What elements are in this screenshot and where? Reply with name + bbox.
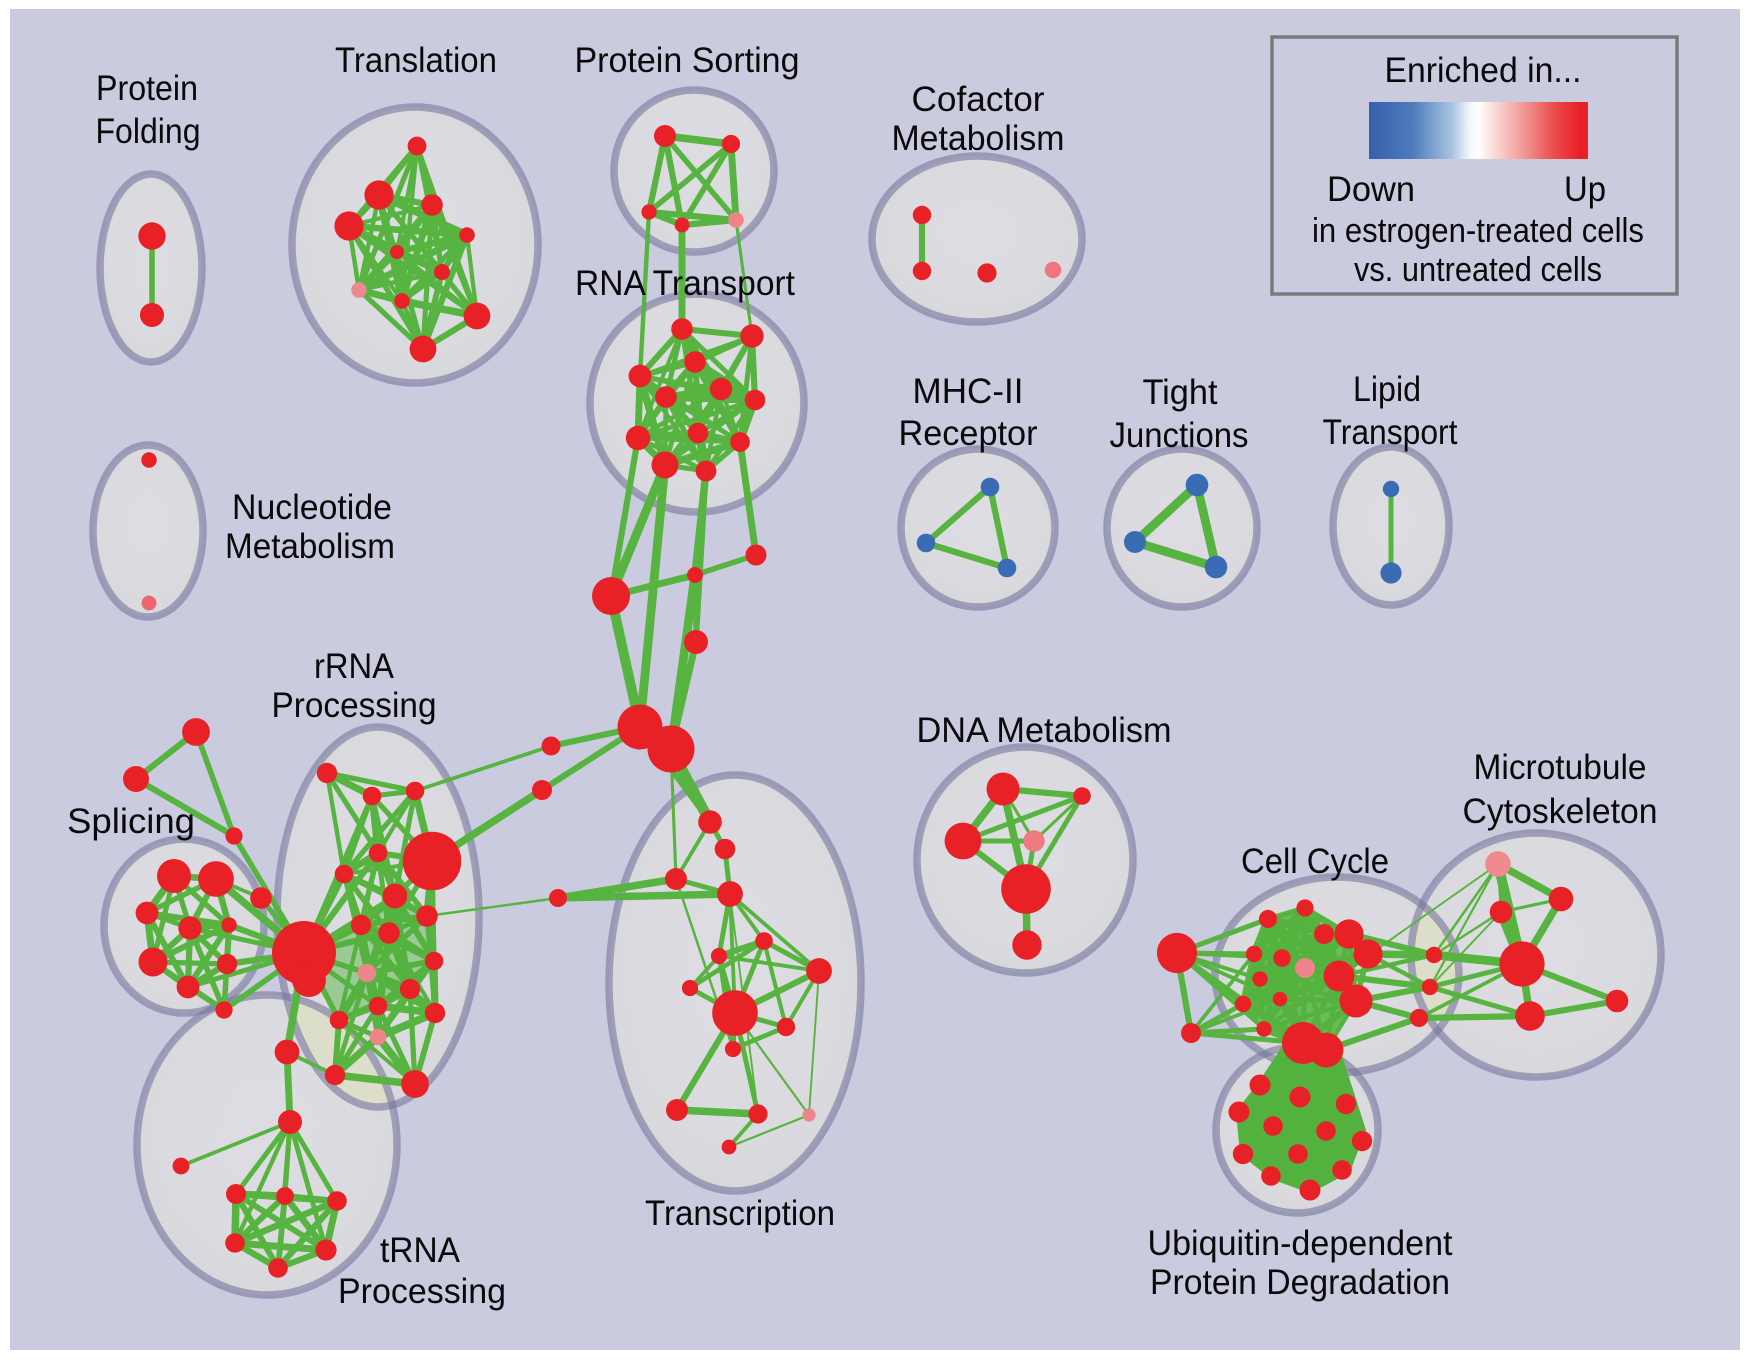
svg-text:Cofactor: Cofactor [912,80,1045,119]
svg-text:Processing: Processing [338,1272,506,1311]
svg-text:Cell Cycle: Cell Cycle [1241,842,1389,881]
svg-text:Folding: Folding [96,112,201,151]
svg-text:Protein Sorting: Protein Sorting [575,41,800,80]
svg-text:Ubiquitin-dependent: Ubiquitin-dependent [1148,1224,1453,1263]
svg-text:Splicing: Splicing [67,802,195,841]
svg-text:Microtubule: Microtubule [1474,748,1647,787]
svg-text:Lipid: Lipid [1353,370,1421,409]
svg-text:tRNA: tRNA [380,1231,461,1270]
svg-text:Protein: Protein [96,69,198,108]
svg-text:Down: Down [1327,170,1415,209]
svg-text:RNA Transport: RNA Transport [575,264,795,303]
svg-text:rRNA: rRNA [314,647,395,686]
svg-text:MHC-II: MHC-II [913,372,1024,411]
svg-text:Transport: Transport [1323,413,1458,452]
svg-text:Enriched in...: Enriched in... [1385,51,1582,90]
svg-text:Metabolism: Metabolism [892,119,1065,158]
svg-text:Up: Up [1564,170,1606,209]
svg-text:Cytoskeleton: Cytoskeleton [1463,792,1658,831]
svg-text:Junctions: Junctions [1110,416,1249,455]
svg-text:vs. untreated cells: vs. untreated cells [1354,251,1602,289]
svg-text:Receptor: Receptor [899,414,1038,453]
svg-text:in estrogen-treated cells: in estrogen-treated cells [1312,212,1644,250]
svg-text:Metabolism: Metabolism [225,527,395,566]
svg-text:DNA Metabolism: DNA Metabolism [917,711,1172,750]
svg-text:Processing: Processing [272,686,437,725]
svg-text:Translation: Translation [335,41,497,80]
svg-text:Protein Degradation: Protein Degradation [1150,1263,1450,1302]
svg-text:Transcription: Transcription [645,1194,835,1233]
svg-text:Nucleotide: Nucleotide [232,488,392,527]
svg-text:Tight: Tight [1143,373,1218,412]
